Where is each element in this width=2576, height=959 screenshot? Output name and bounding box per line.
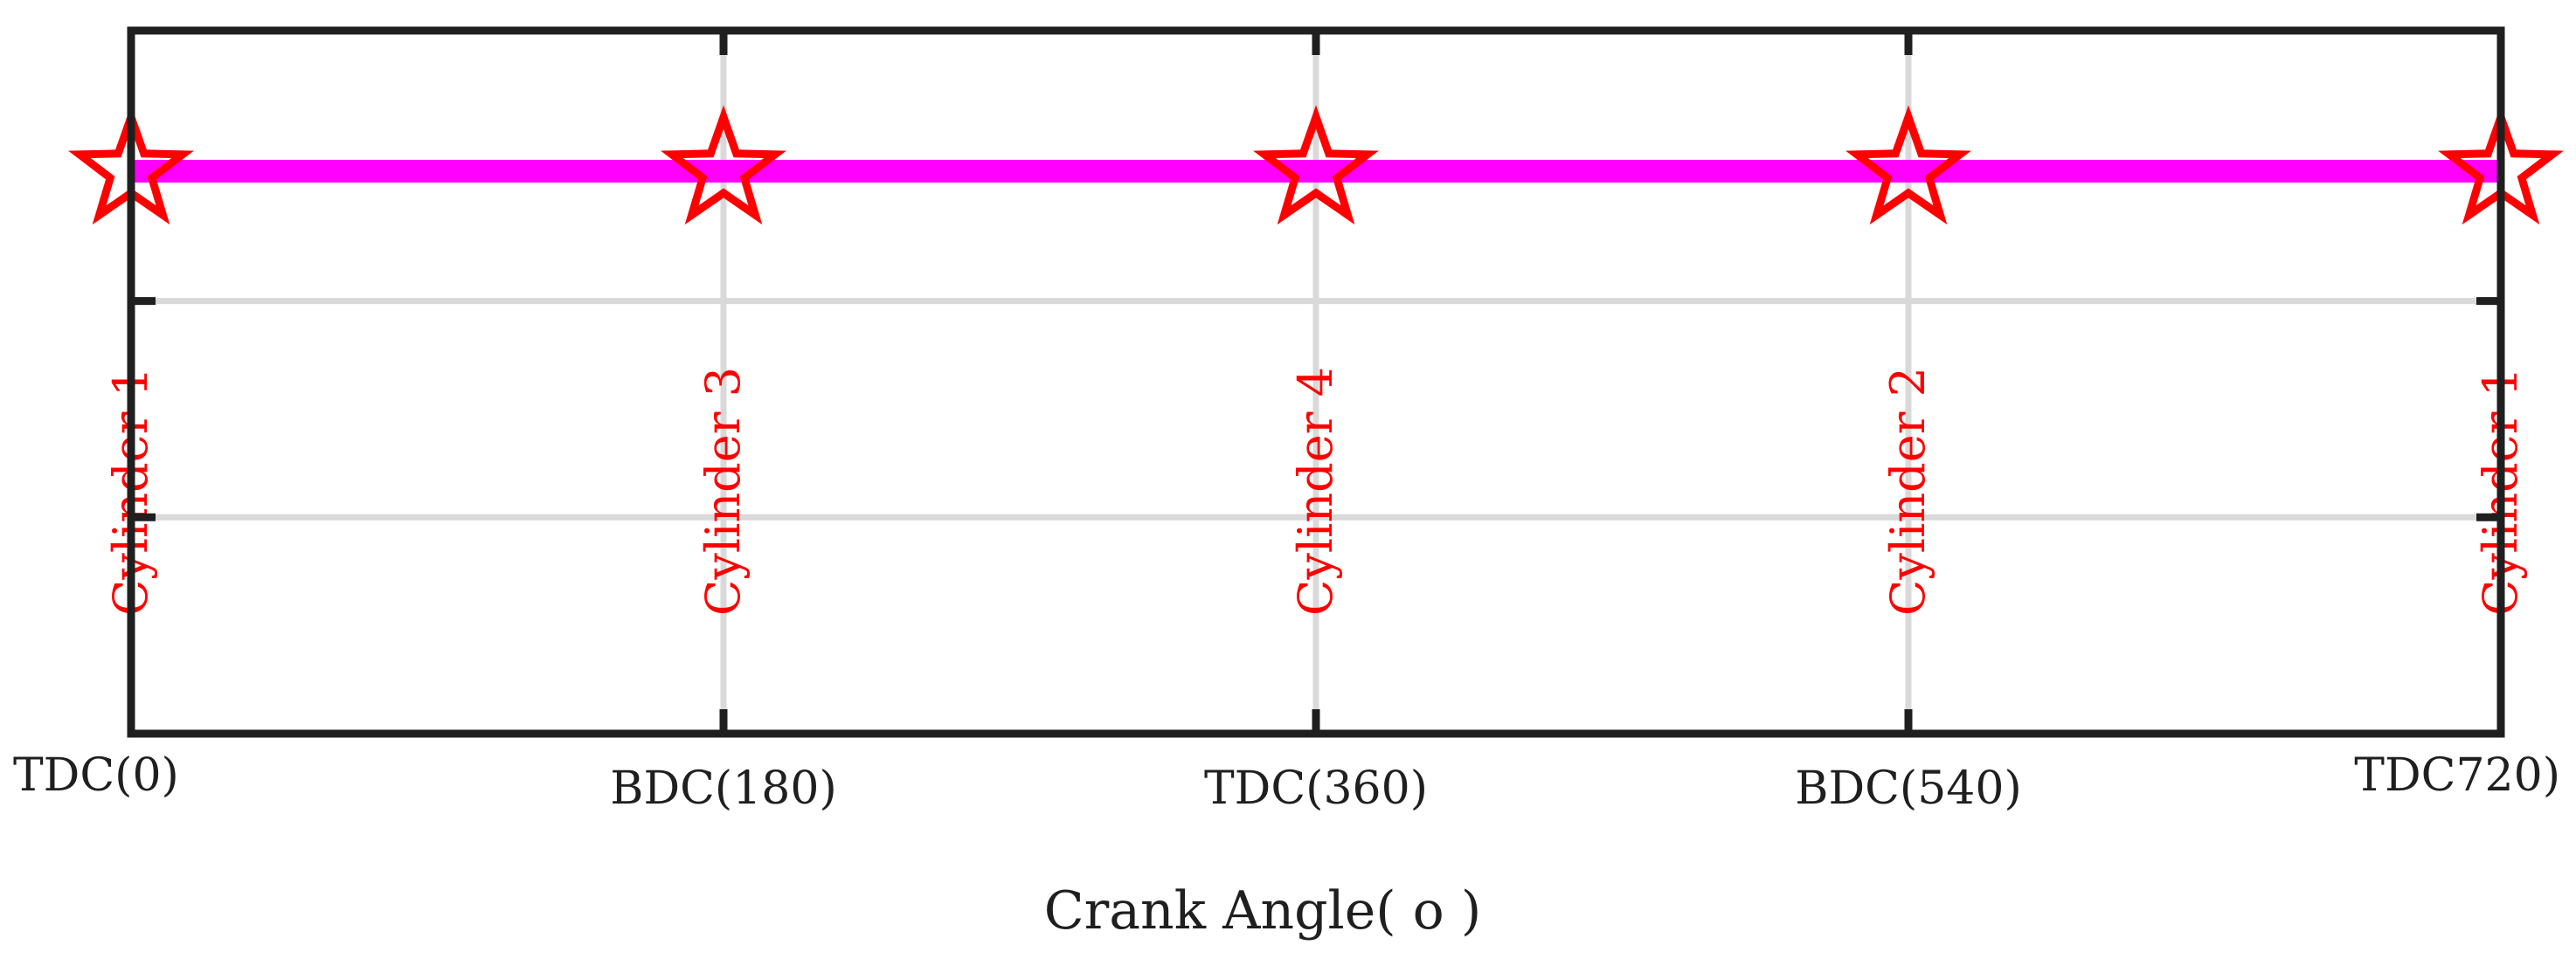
x-tick-label: TDC720) <box>2354 749 2560 802</box>
star-marker <box>661 105 786 225</box>
star-marker <box>1845 105 1971 225</box>
axis-ticks <box>131 31 2501 734</box>
cylinder-label: Cylinder 4 <box>1288 367 1343 616</box>
grid-lines <box>131 31 2501 734</box>
star-marker <box>1253 105 1379 225</box>
tick-labels: TDC(0) BDC(180) TDC(360) BDC(540) TDC720) <box>13 749 2560 815</box>
x-tick-label: TDC(0) <box>13 749 179 802</box>
x-tick-label: BDC(540) <box>1795 762 2022 815</box>
x-tick-label: TDC(360) <box>1204 762 1428 815</box>
cylinder-label: Cylinder 2 <box>1880 367 1935 616</box>
cylinder-label: Cylinder 3 <box>696 367 751 616</box>
x-tick-label: BDC(180) <box>610 762 837 815</box>
x-axis-label: Crank Angle( o ) <box>1044 880 1482 942</box>
